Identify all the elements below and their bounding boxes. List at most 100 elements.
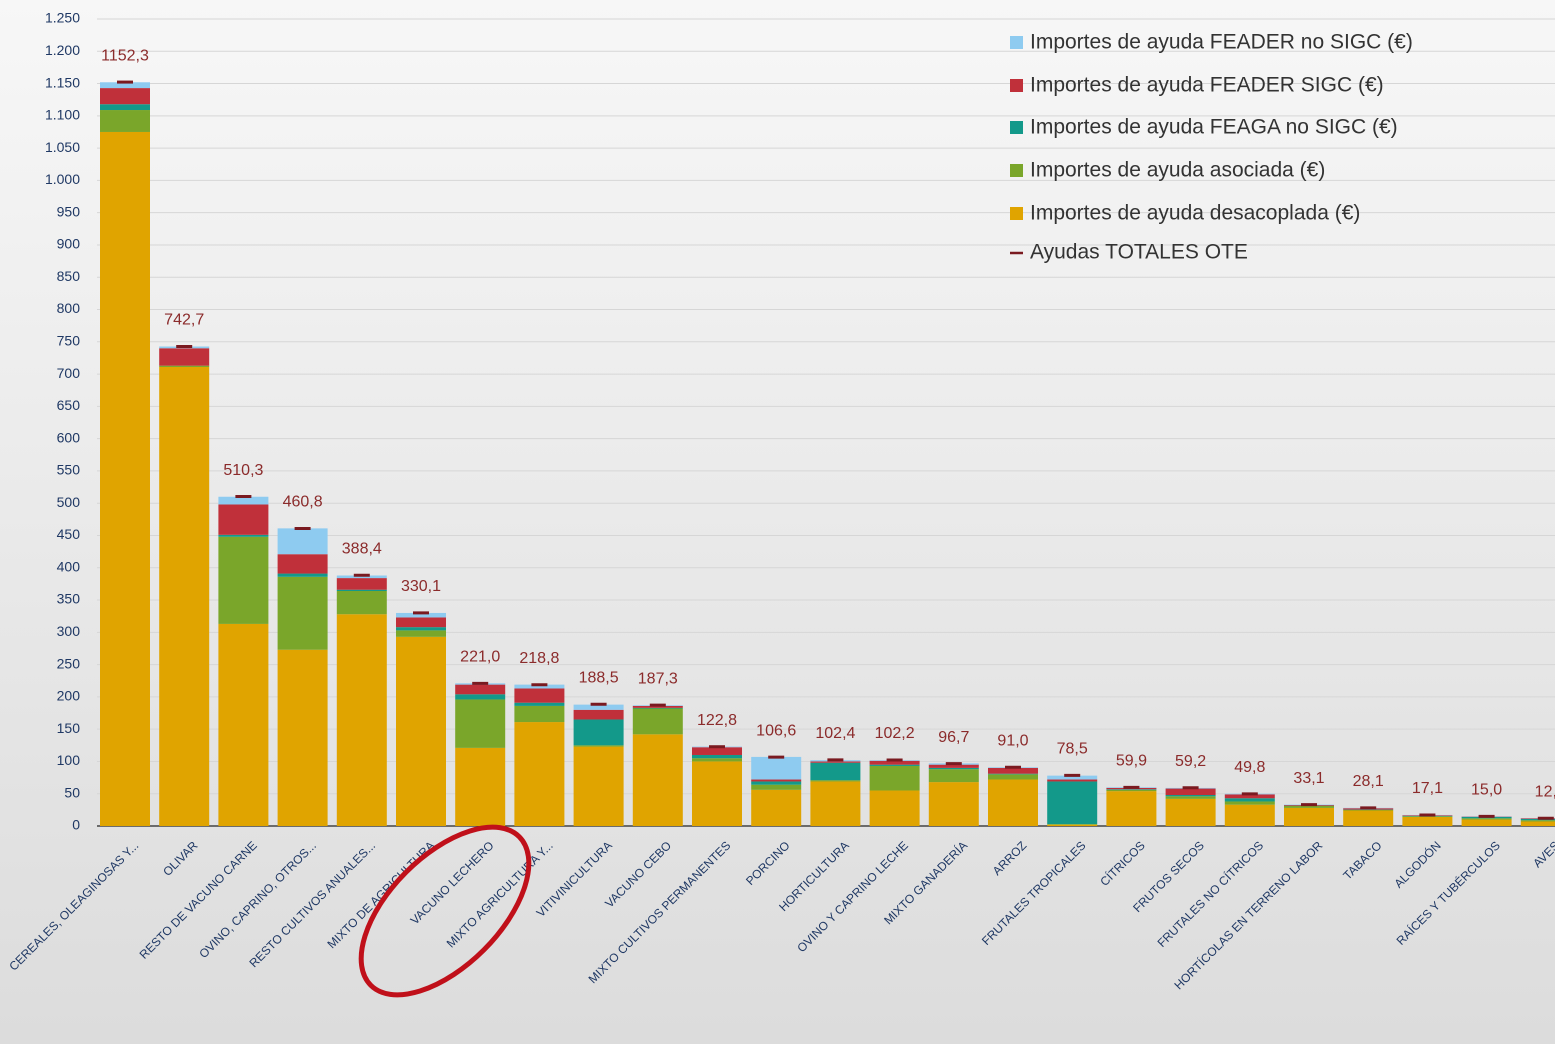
bar-segment bbox=[1520, 820, 1555, 822]
total-label: 122,8 bbox=[697, 712, 737, 729]
total-label: 17,1 bbox=[1412, 780, 1443, 797]
legend-swatch bbox=[1010, 36, 1023, 49]
bar-segment bbox=[396, 627, 446, 631]
bar-segment bbox=[1284, 805, 1334, 808]
x-tick-label: CEREALES, OLEAGINOSAS Y... bbox=[6, 838, 141, 973]
y-tick-label: 350 bbox=[57, 591, 81, 607]
y-tick-label: 150 bbox=[57, 720, 81, 736]
x-tick-label: PORCINO bbox=[743, 838, 793, 888]
x-tick-label: OLIVAR bbox=[160, 838, 201, 879]
total-label: 78,5 bbox=[1057, 741, 1088, 758]
bar-segment bbox=[514, 702, 565, 706]
bar-segment bbox=[218, 534, 269, 537]
total-label: 187,3 bbox=[638, 670, 678, 687]
bar-segment bbox=[1047, 781, 1098, 825]
highlight-ellipse bbox=[358, 824, 532, 998]
total-label: 742,7 bbox=[164, 312, 204, 329]
y-tick-label: 450 bbox=[57, 526, 81, 542]
bar-segment bbox=[692, 754, 742, 759]
bar-segment bbox=[869, 760, 920, 765]
bar-segment bbox=[810, 762, 861, 781]
bar-segment bbox=[100, 88, 150, 105]
bar-segment bbox=[1047, 824, 1098, 825]
x-tick-label: CÍTRICOS bbox=[1097, 838, 1148, 889]
bar-segment bbox=[632, 705, 683, 708]
total-label: 188,5 bbox=[579, 670, 619, 687]
bar-segment bbox=[396, 617, 446, 628]
bar-segment bbox=[573, 704, 624, 710]
bar-segment bbox=[1165, 795, 1216, 797]
bar-segment bbox=[218, 623, 269, 826]
y-tick-label: 1.100 bbox=[45, 107, 80, 123]
bar-segment bbox=[336, 589, 387, 592]
legend-label: Importes de ayuda FEADER SIGC (€) bbox=[1030, 74, 1384, 97]
legend-swatch bbox=[1010, 121, 1023, 134]
bar-segment bbox=[1343, 810, 1394, 826]
bar-segment bbox=[928, 767, 979, 770]
bar-segment bbox=[514, 688, 565, 703]
bar-segment bbox=[751, 781, 802, 785]
bar-segment bbox=[692, 758, 742, 762]
total-label: 96,7 bbox=[938, 729, 969, 746]
bar-segment bbox=[692, 747, 742, 755]
bar-segment bbox=[988, 779, 1038, 826]
bar-segment bbox=[751, 789, 802, 826]
bar-segment bbox=[573, 745, 624, 747]
legend-swatch bbox=[1010, 207, 1023, 220]
bar-segment bbox=[277, 576, 328, 650]
bar-segment bbox=[100, 110, 150, 132]
x-tick-label: FRUTALES TROPICALES bbox=[979, 838, 1089, 948]
bar-segment bbox=[514, 684, 565, 689]
y-tick-label: 1.050 bbox=[45, 139, 80, 155]
bar-segment bbox=[1224, 801, 1275, 805]
bar-segment bbox=[869, 764, 920, 766]
y-tick-label: 900 bbox=[57, 236, 81, 252]
y-tick-label: 400 bbox=[57, 558, 81, 574]
total-label: 59,2 bbox=[1175, 753, 1206, 770]
bar-segment bbox=[396, 612, 446, 618]
y-tick-label: 800 bbox=[57, 300, 81, 316]
bar-segment bbox=[277, 649, 328, 826]
x-tick-label: OVINO Y CAPRINO LECHE bbox=[794, 838, 911, 955]
y-tick-label: 750 bbox=[57, 333, 81, 349]
total-label: 12, bbox=[1535, 783, 1555, 800]
bar-segment bbox=[1343, 809, 1394, 811]
y-tick-label: 250 bbox=[57, 655, 81, 671]
bar-segment bbox=[159, 366, 210, 826]
total-label: 218,8 bbox=[519, 650, 559, 667]
bar-segment bbox=[988, 773, 1038, 775]
total-label: 49,8 bbox=[1234, 759, 1265, 776]
bar-segment bbox=[1106, 789, 1157, 792]
bar-segment bbox=[218, 504, 269, 535]
total-label: 102,4 bbox=[815, 725, 855, 742]
bar-segment bbox=[810, 780, 861, 782]
bar-segment bbox=[455, 747, 506, 826]
bar-segment bbox=[514, 705, 565, 723]
y-tick-label: 0 bbox=[72, 817, 80, 833]
bar-segment bbox=[1461, 819, 1512, 826]
y-tick-label: 550 bbox=[57, 462, 81, 478]
bar-segment bbox=[1047, 779, 1098, 782]
total-label: 510,3 bbox=[223, 462, 263, 479]
x-tick-label: OVINO, CAPRINO, OTROS... bbox=[196, 838, 319, 961]
bar-segment bbox=[751, 779, 802, 782]
bar-segment bbox=[1284, 807, 1334, 826]
bar-segment bbox=[751, 756, 802, 780]
bar-segment bbox=[928, 782, 979, 826]
legend-label: Importes de ayuda FEADER no SIGC (€) bbox=[1030, 31, 1413, 54]
x-tick-label: RAÍCES Y TUBÉRCULOS bbox=[1393, 838, 1503, 948]
bar-segment bbox=[218, 536, 269, 624]
legend-label: Importes de ayuda asociada (€) bbox=[1030, 159, 1325, 182]
bar-segment bbox=[1520, 821, 1555, 826]
bar-segment bbox=[218, 496, 269, 505]
bar-segment bbox=[396, 636, 446, 826]
bar-segment bbox=[928, 769, 979, 783]
y-tick-label: 1.200 bbox=[45, 42, 80, 58]
bar-segment bbox=[100, 104, 150, 111]
bar-segment bbox=[988, 774, 1038, 780]
y-tick-label: 200 bbox=[57, 688, 81, 704]
total-label: 15,0 bbox=[1471, 782, 1502, 799]
bar-segment bbox=[632, 708, 683, 735]
bar-segment bbox=[751, 784, 802, 790]
x-tick-label: TABACO bbox=[1340, 838, 1384, 882]
